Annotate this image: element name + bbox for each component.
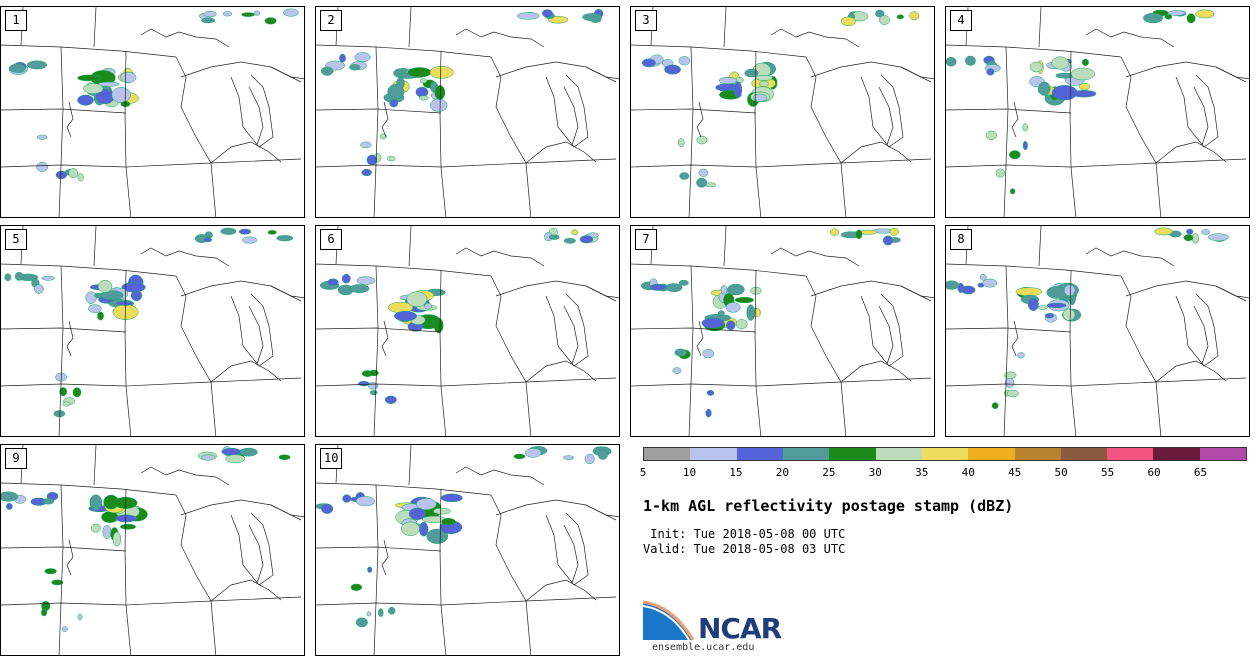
colorbar-tick-label: 25 [822,466,836,479]
colorbar-segment-11 [1153,448,1200,460]
ensemble-member-panel-7: 7 [630,225,935,437]
colorbar-tick-label: 60 [1147,466,1161,479]
ncar-logo-text: NCAR [698,612,782,645]
ensemble-member-panel-4: 4 [945,6,1250,218]
member-map-10 [316,445,619,655]
colorbar-segment-7 [968,448,1015,460]
member-map-2 [316,7,619,217]
member-label: 8 [950,229,972,250]
colorbar-segment-6 [921,448,969,460]
member-label: 3 [635,10,657,31]
figure-title: 1-km AGL reflectivity postage stamp (dBZ… [643,497,1014,515]
ensemble-member-panel-10: 10 [315,444,620,656]
colorbar-segment-12 [1199,448,1247,460]
member-label: 9 [5,448,27,469]
colorbar-tick-label: 45 [1008,466,1022,479]
member-map-1 [1,7,304,217]
ensemble-member-panel-5: 5 [0,225,305,437]
ensemble-member-panel-8: 8 [945,225,1250,437]
ncar-logo-icon [643,600,695,641]
member-map-6 [316,226,619,436]
member-label: 7 [635,229,657,250]
member-label: 6 [320,229,342,250]
valid-time: Valid: Tue 2018-05-08 03 UTC [643,542,846,556]
member-map-4 [946,7,1249,217]
member-label: 5 [5,229,27,250]
colorbar-tick-label: 55 [1100,466,1115,479]
member-map-5 [1,226,304,436]
colorbar-tick-label: 65 [1193,466,1208,479]
colorbar-tick-label: 5 [639,466,647,479]
colorbar-tick-label: 15 [729,466,743,479]
colorbar-tick-label: 10 [682,466,697,479]
colorbar-tick-label: 20 [775,466,789,479]
member-label: 1 [5,10,27,31]
colorbar-tick-label: 50 [1054,466,1068,479]
colorbar-segment-10 [1107,448,1154,460]
colorbar-segment-3 [782,448,830,460]
member-label: 4 [950,10,972,31]
member-map-3 [631,7,934,217]
colorbar-segment-2 [736,448,783,460]
ensemble-member-panel-2: 2 [315,6,620,218]
colorbar-segment-5 [875,448,922,460]
colorbar-tick-label: 40 [961,466,975,479]
ensemble-member-panel-3: 3 [630,6,935,218]
ensemble-member-panel-1: 1 [0,6,305,218]
member-label: 2 [320,10,342,31]
colorbar-tick-label: 35 [915,466,929,479]
ensemble-member-panel-9: 9 [0,444,305,656]
member-label: 10 [320,448,343,469]
colorbar-segment-0 [644,448,691,460]
member-map-7 [631,226,934,436]
colorbar-segment-4 [829,448,876,460]
member-map-8 [946,226,1249,436]
colorbar-tick-label: 30 [868,466,882,479]
website-url: ensemble.ucar.edu [652,642,755,653]
colorbar-segment-1 [690,448,737,460]
init-time: Init: Tue 2018-05-08 00 UTC [643,527,846,541]
ensemble-member-panel-6: 6 [315,225,620,437]
member-map-9 [1,445,304,655]
colorbar-segment-9 [1060,448,1108,460]
colorbar-segment-8 [1014,448,1061,460]
reflectivity-colorbar [643,447,1247,461]
